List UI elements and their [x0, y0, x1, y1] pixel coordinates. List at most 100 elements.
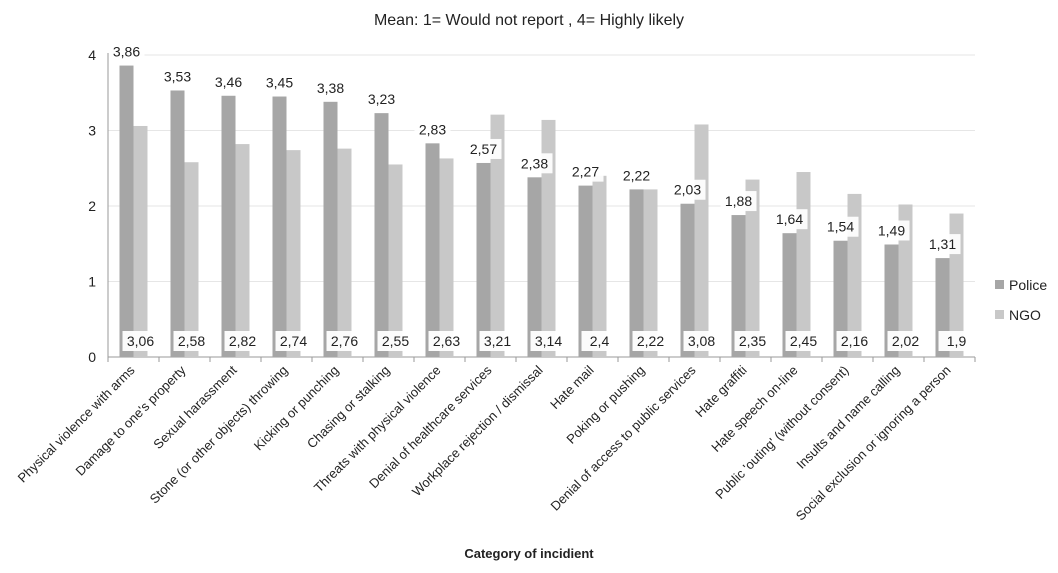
data-label-ngo: 2,63: [433, 333, 460, 349]
data-label-bg: [924, 234, 961, 255]
data-label-ngo: 3,08: [688, 333, 715, 349]
x-tick-label: Hate speech on-line: [708, 363, 800, 455]
bar-police: [833, 240, 848, 357]
data-label-police: 1,31: [929, 236, 956, 252]
data-label-police: 2,27: [572, 164, 599, 180]
data-label-bg: [465, 138, 502, 159]
bar-police: [782, 233, 797, 357]
bar-police: [170, 90, 185, 358]
data-label-bg: [224, 331, 261, 351]
data-label-bg: [771, 209, 808, 230]
data-label-bg: [312, 77, 349, 98]
data-label-bg: [720, 191, 757, 212]
data-label-bg: [414, 119, 451, 140]
data-label-bg: [159, 66, 196, 87]
bar-ngo: [286, 150, 301, 357]
bar-ngo: [133, 125, 148, 357]
bar-ngo: [592, 175, 607, 357]
data-label-ngo: 1,9: [947, 333, 967, 349]
data-label-bg: [261, 72, 298, 93]
data-label-police: 2,22: [623, 167, 650, 183]
data-label-ngo: 2,58: [178, 333, 205, 349]
y-tick-label: 4: [88, 47, 96, 63]
y-tick-label: 1: [88, 274, 96, 290]
data-label-bg: [836, 331, 873, 351]
data-label-police: 3,46: [215, 74, 242, 90]
data-label-bg: [122, 331, 159, 351]
bar-police: [323, 101, 338, 357]
legend-swatch-ngo: [995, 310, 1004, 319]
bar-ngo: [643, 189, 658, 357]
data-label-bg: [938, 331, 975, 351]
bar-ngo: [184, 162, 199, 357]
legend-swatch-police: [995, 280, 1004, 289]
bar-ngo: [694, 124, 709, 358]
data-label-police: 3,53: [164, 68, 191, 84]
data-label-bg: [108, 41, 145, 62]
data-label-bg: [785, 331, 822, 351]
legend-label-ngo: NGO: [1009, 307, 1041, 323]
data-label-police: 1,49: [878, 223, 905, 239]
bar-police: [527, 177, 542, 357]
bar-ngo: [541, 119, 556, 358]
data-label-police: 3,45: [266, 75, 293, 91]
data-label-bg: [377, 331, 414, 351]
data-label-bg: [363, 89, 400, 110]
y-tick-label: 3: [88, 123, 96, 139]
data-label-bg: [618, 165, 655, 186]
bar-ngo: [745, 179, 760, 357]
data-label-bg: [275, 331, 312, 351]
data-label-ngo: 2,16: [841, 333, 868, 349]
bar-ngo: [235, 144, 250, 357]
x-tick-label: Hate mail: [547, 362, 597, 412]
data-label-ngo: 2,76: [331, 333, 358, 349]
data-label-bg: [210, 71, 247, 92]
data-label-ngo: 2,35: [739, 333, 766, 349]
bar-ngo: [796, 172, 811, 357]
data-label-police: 1,64: [776, 211, 803, 227]
data-label-bg: [428, 331, 465, 351]
data-label-police: 2,38: [521, 155, 548, 171]
bar-police: [272, 96, 287, 358]
chart-title: Mean: 1= Would not report , 4= Highly li…: [373, 12, 685, 29]
data-label-police: 1,88: [725, 193, 752, 209]
data-label-bg: [683, 331, 720, 351]
legend-label-police: Police: [1009, 277, 1047, 293]
data-label-bg: [326, 331, 363, 351]
bar-police: [578, 185, 593, 357]
data-label-ngo: 2,02: [892, 333, 919, 349]
data-label-bg: [581, 331, 618, 351]
data-label-police: 1,54: [827, 219, 854, 235]
data-label-bg: [516, 153, 553, 174]
bar-police: [731, 215, 746, 357]
data-label-bg: [669, 179, 706, 200]
data-label-bg: [632, 331, 669, 351]
data-label-bg: [873, 220, 910, 241]
bar-police: [629, 189, 644, 357]
data-label-bg: [734, 331, 771, 351]
data-label-bg: [173, 331, 210, 351]
data-label-ngo: 2,4: [590, 333, 610, 349]
bar-police: [680, 203, 695, 357]
bar-police: [374, 113, 389, 357]
data-label-ngo: 2,55: [382, 333, 409, 349]
bar-ngo: [898, 204, 913, 357]
data-label-police: 2,03: [674, 182, 701, 198]
data-label-ngo: 2,22: [637, 333, 664, 349]
data-label-ngo: 3,14: [535, 333, 562, 349]
bar-police: [476, 162, 491, 357]
data-label-ngo: 2,82: [229, 333, 256, 349]
bar-police: [425, 143, 440, 357]
data-label-police: 2,83: [419, 121, 446, 137]
data-label-police: 3,86: [113, 44, 140, 60]
data-label-bg: [887, 331, 924, 351]
bar-police: [884, 244, 899, 357]
x-axis-title: Category of incidient: [464, 546, 594, 561]
data-label-bg: [479, 331, 516, 351]
bar-ngo: [337, 148, 352, 357]
bar-ngo: [388, 164, 403, 357]
data-label-ngo: 3,21: [484, 333, 511, 349]
data-label-bg: [822, 216, 859, 237]
